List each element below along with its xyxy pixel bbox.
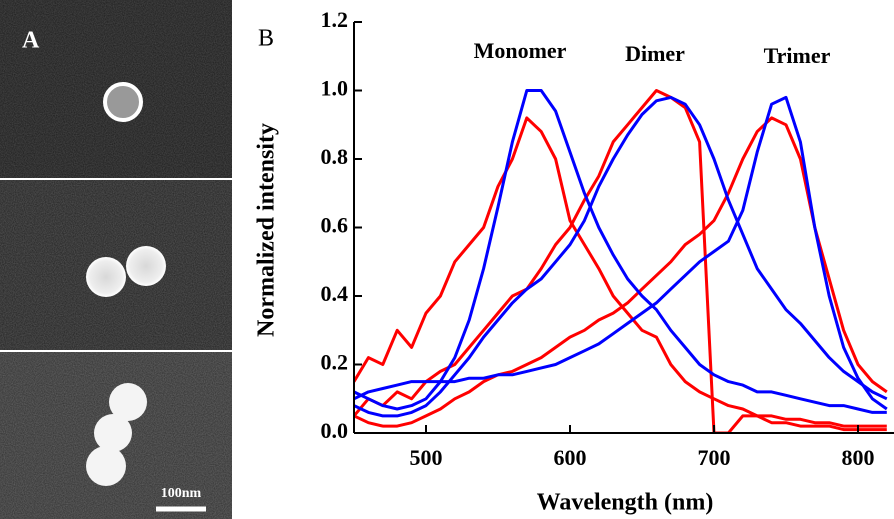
particle — [103, 82, 143, 122]
x-tick-label: 500 — [410, 445, 443, 470]
x-tick-label: 700 — [698, 445, 731, 470]
y-tick-label: 0.2 — [321, 350, 349, 375]
panel-label: A — [22, 28, 40, 54]
sem-images: A 100nm — [0, 0, 232, 519]
x-tick-label: 600 — [554, 445, 587, 470]
y-tick-label: 0.0 — [321, 418, 349, 443]
annotation: Dimer — [625, 41, 685, 66]
particle — [126, 246, 166, 286]
y-tick-label: 0.6 — [321, 213, 349, 238]
annotation: Trimer — [764, 43, 831, 68]
spectrum-line — [354, 116, 888, 428]
spectrum-line — [354, 89, 887, 433]
x-axis-label: Wavelength (nm) — [537, 490, 714, 516]
panel-label: B — [258, 26, 274, 52]
spectrum-line — [354, 89, 887, 414]
particle — [109, 383, 147, 421]
particle — [94, 414, 132, 452]
y-tick-label: 0.8 — [321, 144, 349, 169]
particle — [86, 446, 126, 486]
y-tick-label: 0.4 — [321, 281, 349, 306]
particle — [86, 257, 126, 297]
annotation: Monomer — [474, 38, 567, 63]
y-tick-label: 1.2 — [321, 7, 349, 32]
x-tick-label: 800 — [842, 445, 875, 470]
y-tick-label: 1.0 — [321, 76, 349, 101]
spectrum-line — [354, 95, 888, 418]
spectrum-line — [354, 116, 887, 428]
y-axis-label: Normalized intensity — [254, 123, 280, 337]
scale-bar-label: 100nm — [161, 486, 202, 501]
spectrum-line — [354, 95, 888, 411]
